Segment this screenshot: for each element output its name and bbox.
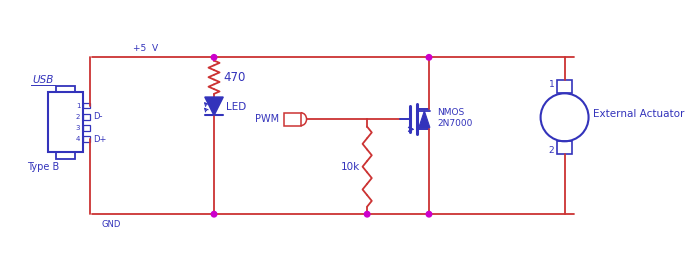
Text: NMOS: NMOS: [437, 108, 464, 117]
Text: PWM: PWM: [255, 114, 279, 124]
Text: +5  V: +5 V: [133, 44, 158, 53]
Text: GND: GND: [101, 220, 120, 229]
Text: 2: 2: [76, 114, 80, 120]
Text: 2: 2: [549, 146, 555, 155]
Circle shape: [364, 211, 370, 217]
Bar: [57, 86, 75, 92]
Bar: [558, 141, 572, 154]
Text: 1: 1: [76, 103, 80, 109]
Bar: [57, 152, 75, 159]
Bar: [83, 114, 90, 120]
Text: D-: D-: [93, 113, 103, 122]
Bar: [83, 103, 90, 108]
Bar: [558, 80, 572, 93]
Bar: [48, 92, 83, 152]
Text: USB: USB: [32, 76, 54, 85]
Circle shape: [211, 211, 217, 217]
Text: 1: 1: [549, 80, 555, 89]
Text: LED: LED: [226, 102, 246, 112]
Text: 4: 4: [76, 136, 80, 142]
Polygon shape: [205, 97, 224, 115]
Bar: [83, 136, 90, 142]
Polygon shape: [419, 111, 430, 127]
Bar: [83, 125, 90, 131]
Text: 3: 3: [76, 125, 80, 131]
Bar: [284, 113, 301, 126]
Text: D+: D+: [93, 135, 106, 144]
Text: 470: 470: [224, 71, 246, 84]
Text: 2N7000: 2N7000: [437, 119, 473, 128]
Circle shape: [426, 55, 432, 60]
Text: 10k: 10k: [341, 162, 359, 172]
Text: Type B: Type B: [27, 162, 59, 172]
Circle shape: [426, 211, 432, 217]
Circle shape: [211, 55, 217, 60]
Text: External Actuator: External Actuator: [593, 109, 684, 119]
